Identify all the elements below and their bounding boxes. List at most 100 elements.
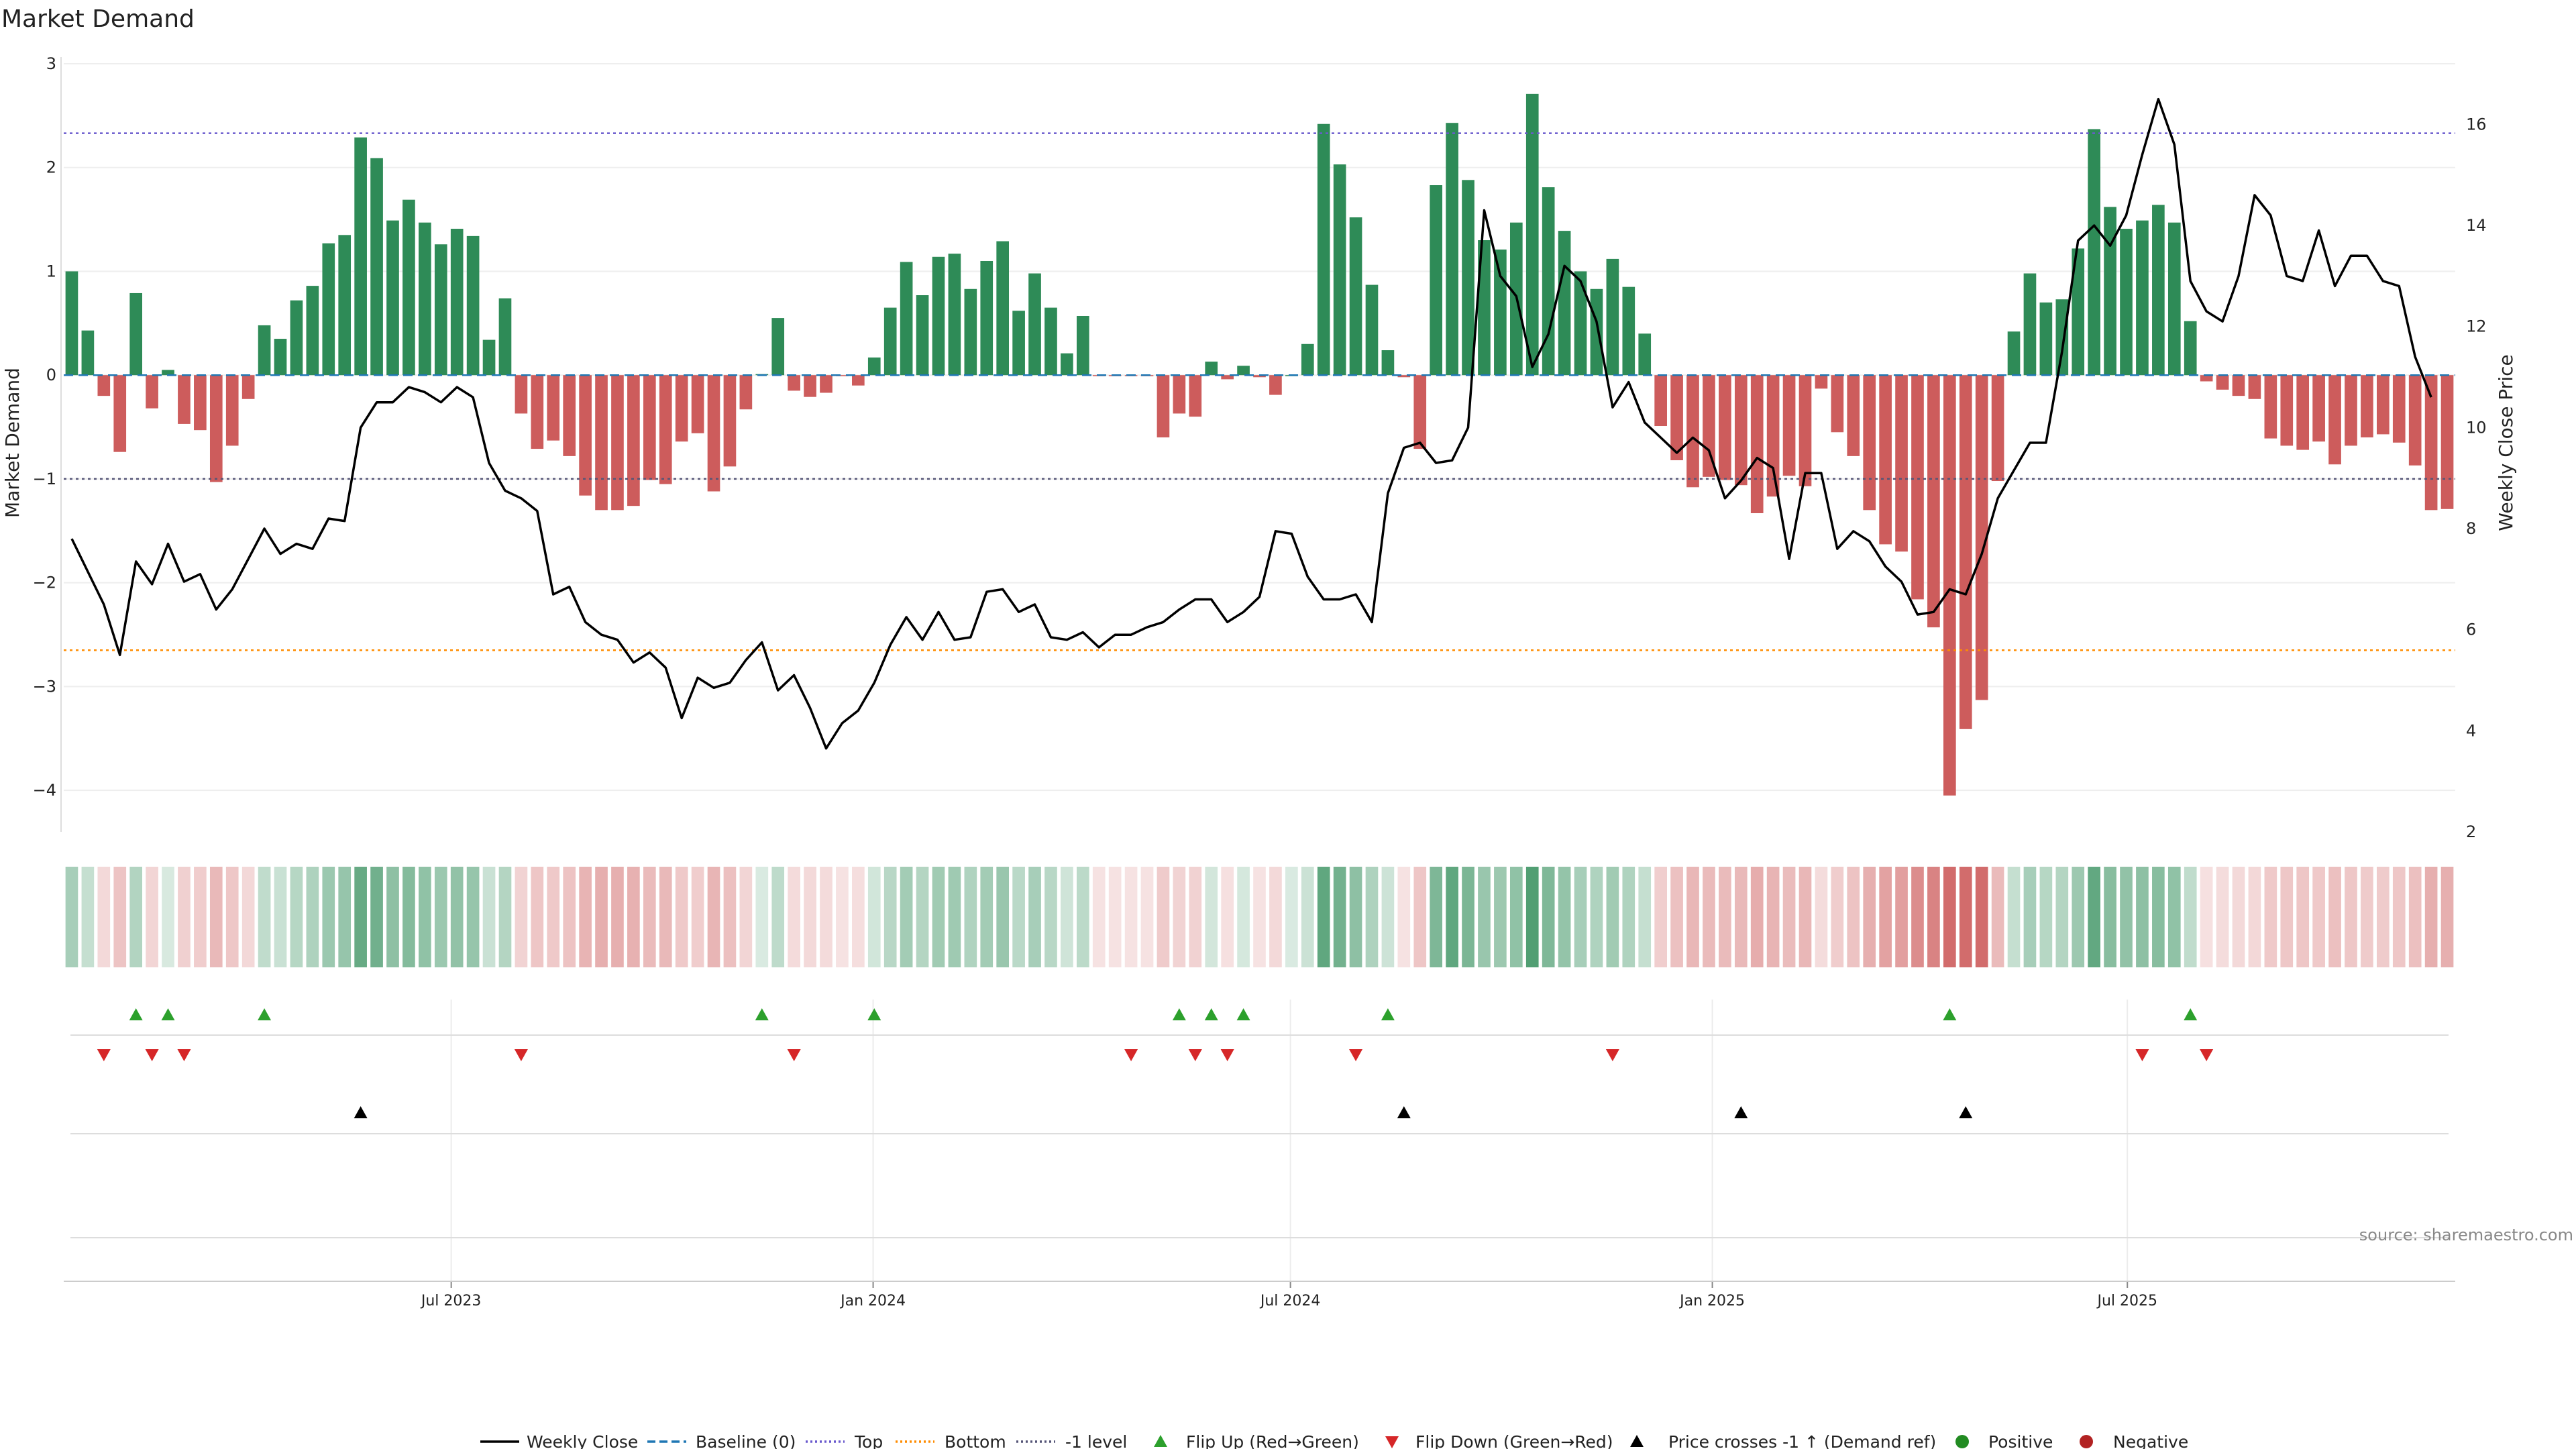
strip-cell <box>419 867 431 967</box>
flip-up-marker <box>2184 1008 2198 1020</box>
strip-cell <box>1333 867 1346 967</box>
x-tick-label: Jan 2024 <box>839 1293 906 1309</box>
right-axis-label: Weekly Close Price <box>2495 354 2517 531</box>
strip-cell <box>867 867 881 967</box>
strip-cell <box>627 867 640 967</box>
strip-cell <box>1446 867 1458 967</box>
strip-cell <box>113 867 127 967</box>
strip-cell <box>1606 867 1619 967</box>
demand-bar <box>1734 375 1748 486</box>
strip-cell <box>290 867 303 967</box>
strip-cell <box>1911 867 1924 967</box>
strip-cell <box>1943 867 1956 967</box>
legend-swatch <box>2080 1435 2093 1448</box>
flip-up-marker <box>1381 1008 1395 1020</box>
strip-cell <box>595 867 608 967</box>
strip-cell <box>97 867 111 967</box>
demand-bar <box>419 222 431 376</box>
demand-bar <box>1478 240 1491 376</box>
strip-cell <box>1061 867 1073 967</box>
strip-cell <box>1140 867 1154 967</box>
demand-bar <box>771 318 785 376</box>
left-tick-label: −3 <box>33 677 56 696</box>
strip-cell <box>1799 867 1812 967</box>
demand-bar <box>1638 333 1652 376</box>
legend-label: Flip Down (Green→Red) <box>1415 1432 1613 1449</box>
legend-label: Weekly Close <box>527 1432 638 1449</box>
strip-cell <box>804 867 816 967</box>
strip-cell <box>643 867 656 967</box>
demand-bar <box>1719 375 1731 480</box>
strip-cell <box>659 867 672 967</box>
demand-bar <box>2088 129 2100 376</box>
demand-bar <box>2184 321 2197 376</box>
strip-cell <box>2392 867 2406 967</box>
demand-bar <box>804 375 816 397</box>
strip-cell <box>1525 867 1539 967</box>
flip-down-marker <box>1349 1049 1363 1061</box>
strip-cell <box>820 867 833 967</box>
flip-down-marker <box>514 1049 528 1061</box>
demand-bar <box>2248 375 2261 399</box>
x-tick-label: Jan 2025 <box>1678 1293 1745 1309</box>
strip-cell <box>2377 867 2390 967</box>
strip-cell <box>162 867 174 967</box>
strip-cell <box>1558 867 1571 967</box>
flip-up-marker <box>258 1008 272 1020</box>
demand-bar <box>659 375 672 484</box>
demand-bar <box>1028 273 1041 376</box>
demand-bar <box>162 370 174 376</box>
strip-cell <box>1237 867 1250 967</box>
strip-cell <box>1686 867 1699 967</box>
strip-cell <box>900 867 913 967</box>
demand-bar <box>820 375 833 393</box>
legend-label: Negative <box>2113 1432 2188 1449</box>
strip-cell <box>1959 867 1972 967</box>
demand-bar <box>883 307 897 376</box>
strip-cell <box>563 867 576 967</box>
demand-bar <box>1879 375 1892 545</box>
demand-bar <box>1317 123 1330 376</box>
demand-bar <box>241 375 255 399</box>
demand-bar <box>1237 366 1250 376</box>
demand-bar <box>290 300 303 376</box>
strip-cell <box>2136 867 2149 967</box>
event-markers <box>97 1008 2214 1118</box>
demand-bar <box>1991 375 2004 482</box>
demand-bar <box>1670 375 1683 461</box>
demand-bar <box>2232 375 2245 396</box>
strip-cell <box>258 867 271 967</box>
demand-bar <box>1333 164 1346 376</box>
demand-bar <box>1574 271 1587 376</box>
flip-down-marker <box>1220 1049 1234 1061</box>
left-tick-label: 1 <box>46 262 56 280</box>
demand-bar <box>964 288 977 376</box>
demand-bar <box>2296 375 2310 450</box>
demand-bar <box>1494 249 1507 376</box>
demand-bar <box>1365 284 1379 376</box>
strip-cell <box>964 867 977 967</box>
demand-bar <box>2023 273 2037 376</box>
demand-bar <box>2408 375 2422 466</box>
strip-cell <box>1349 867 1362 967</box>
strip-cell <box>739 867 753 967</box>
demand-bar <box>1189 375 1202 417</box>
demand-bar <box>194 375 207 431</box>
source-label: source: sharemaestro.com <box>2359 1226 2573 1244</box>
strip-cell <box>579 867 592 967</box>
demand-bar <box>867 357 881 376</box>
demand-bar <box>980 260 994 376</box>
demand-bar <box>2312 375 2325 442</box>
demand-bar <box>1654 375 1667 427</box>
strip-cell <box>1831 867 1844 967</box>
demand-bar <box>996 241 1010 376</box>
left-tick-label: 2 <box>46 158 56 177</box>
strip-cell <box>515 867 528 967</box>
demand-bar <box>916 295 929 376</box>
strip-cell <box>996 867 1010 967</box>
demand-bar <box>434 244 447 376</box>
demand-bar <box>113 375 127 452</box>
strip-cell <box>1590 867 1603 967</box>
demand-bar <box>595 375 608 511</box>
flip-down-marker <box>1188 1049 1202 1061</box>
